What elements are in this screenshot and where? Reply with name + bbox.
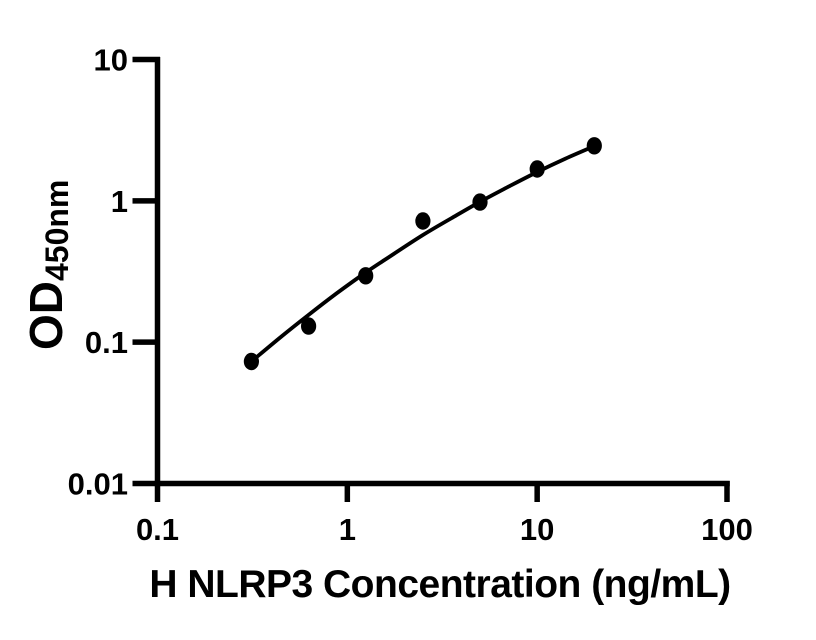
y-tick-label: 10 (94, 43, 128, 78)
y-axis-title-subscript: 450nm (39, 180, 75, 281)
y-tick-label: 0.01 (68, 467, 128, 502)
data-point-marker (586, 137, 602, 155)
x-axis-ticks: 0.1 1 10 100 (136, 481, 753, 547)
data-point-marker (358, 267, 374, 285)
data-point-marker (529, 160, 545, 178)
x-tick-label: 0.1 (136, 512, 179, 547)
y-tick-label: 1 (111, 184, 128, 219)
data-point-marker (415, 212, 431, 230)
data-point-marker (472, 193, 488, 211)
x-tick-label: 10 (520, 512, 554, 547)
y-axis-ticks: 10 1 0.1 0.01 (68, 43, 160, 502)
axes (154, 57, 730, 487)
data-points (243, 137, 602, 371)
data-point-marker (243, 352, 259, 371)
data-point-marker (301, 317, 317, 335)
y-axis-title-main: OD (20, 281, 72, 350)
x-axis-title: H NLRP3 Concentration (ng/mL) (149, 563, 730, 606)
y-axis-title: OD450nm (20, 180, 75, 350)
x-tick-label: 100 (701, 512, 753, 547)
y-tick-label: 0.1 (85, 325, 128, 360)
x-tick-label: 1 (339, 512, 356, 547)
